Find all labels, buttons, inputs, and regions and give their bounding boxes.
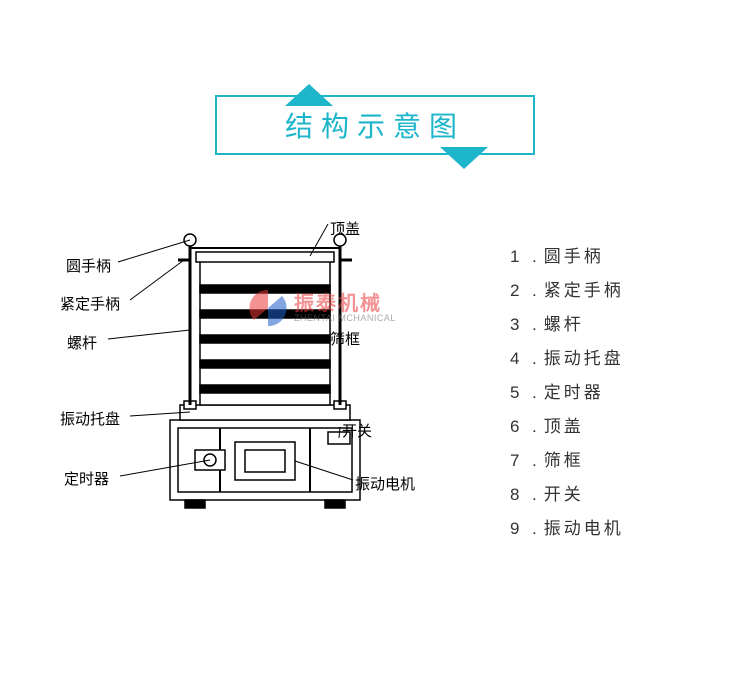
legend-dot: . xyxy=(532,383,540,402)
legend-num: 5 xyxy=(510,376,528,410)
legend-label: 螺杆 xyxy=(544,315,584,334)
title-text: 结构示意图 xyxy=(285,105,465,145)
legend-list: 1.圆手柄2.紧定手柄3.螺杆4.振动托盘5.定时器6.顶盖7.筛框8.开关9.… xyxy=(510,240,624,546)
diagram-svg xyxy=(60,220,460,560)
legend-label: 圆手柄 xyxy=(544,247,604,266)
legend-num: 6 xyxy=(510,410,528,444)
legend-dot: . xyxy=(532,417,540,436)
legend-label: 开关 xyxy=(544,485,584,504)
legend-item: 9.振动电机 xyxy=(510,512,624,546)
legend-item: 5.定时器 xyxy=(510,376,624,410)
callout-yuanshoubing: 圆手柄 xyxy=(66,255,111,276)
legend-label: 振动电机 xyxy=(544,519,624,538)
legend-label: 筛框 xyxy=(544,451,584,470)
legend-dot: . xyxy=(532,315,540,334)
callout-dingshiqi: 定时器 xyxy=(64,468,109,489)
legend-item: 6.顶盖 xyxy=(510,410,624,444)
legend-label: 定时器 xyxy=(544,383,604,402)
legend-label: 振动托盘 xyxy=(544,349,624,368)
callout-zhendongdianji: 振动电机 xyxy=(355,473,415,494)
callout-luogan: 螺杆 xyxy=(67,332,97,353)
legend-num: 9 xyxy=(510,512,528,546)
legend-num: 4 xyxy=(510,342,528,376)
legend-item: 3.螺杆 xyxy=(510,308,624,342)
legend-dot: . xyxy=(532,451,540,470)
legend-num: 3 xyxy=(510,308,528,342)
legend-num: 2 xyxy=(510,274,528,308)
callout-zhendongtuopan: 振动托盘 xyxy=(60,408,120,429)
title-banner: 结构示意图 xyxy=(215,95,535,155)
callout-shaikuang: 筛框 xyxy=(330,328,360,349)
callout-jindingshoubing: 紧定手柄 xyxy=(60,293,120,314)
legend-num: 1 xyxy=(510,240,528,274)
title-triangle-bottom xyxy=(440,147,488,169)
legend-dot: . xyxy=(532,247,540,266)
legend-item: 1.圆手柄 xyxy=(510,240,624,274)
legend-item: 8.开关 xyxy=(510,478,624,512)
legend-label: 顶盖 xyxy=(544,417,584,436)
legend-dot: . xyxy=(532,519,540,538)
callout-dinggai: 顶盖 xyxy=(330,218,360,239)
legend-dot: . xyxy=(532,281,540,300)
legend-num: 8 xyxy=(510,478,528,512)
callout-kaiguan: 开关 xyxy=(342,420,372,441)
legend-item: 7.筛框 xyxy=(510,444,624,478)
legend-num: 7 xyxy=(510,444,528,478)
legend-label: 紧定手柄 xyxy=(544,281,624,300)
legend-item: 4.振动托盘 xyxy=(510,342,624,376)
legend-dot: . xyxy=(532,485,540,504)
legend-item: 2.紧定手柄 xyxy=(510,274,624,308)
legend-dot: . xyxy=(532,349,540,368)
structure-diagram xyxy=(60,220,460,560)
